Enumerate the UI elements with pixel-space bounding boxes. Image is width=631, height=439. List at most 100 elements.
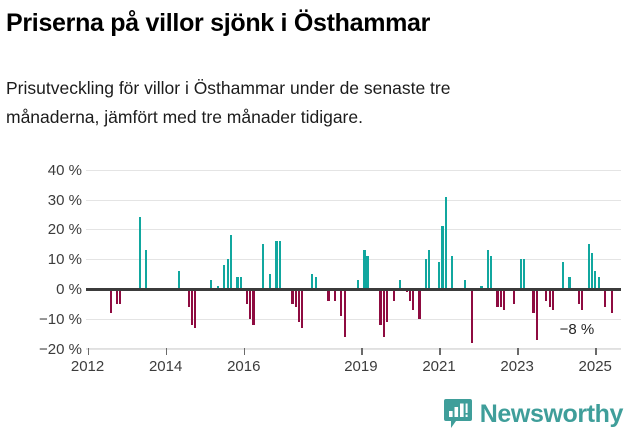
bar xyxy=(236,277,239,289)
bar xyxy=(578,289,581,304)
bar xyxy=(138,217,141,289)
bar xyxy=(334,289,337,301)
bar xyxy=(177,271,181,289)
x-axis-tick xyxy=(243,348,246,355)
bar-chart: 40 % 30 % 20 % 10 % 0 % −10 % −20 % 2012 2014 20… xyxy=(0,155,631,385)
y-axis-tick-label: −10 % xyxy=(39,310,82,328)
bar xyxy=(535,289,538,340)
bar xyxy=(187,289,190,307)
bar xyxy=(412,289,415,310)
x-axis-tick xyxy=(87,348,90,355)
y-axis-tick-label: 30 % xyxy=(47,191,82,209)
bar xyxy=(597,277,600,289)
bar xyxy=(226,259,229,289)
bar xyxy=(532,289,535,313)
x-axis-tick-label: 2014 xyxy=(148,358,183,375)
zero-axis-line xyxy=(86,288,621,291)
page-title: Priserna på villor sjönk i Östhammar xyxy=(6,9,431,37)
gridline xyxy=(86,348,621,350)
x-axis-tick-label: 2025 xyxy=(578,358,612,375)
bar xyxy=(548,289,551,307)
bar xyxy=(591,253,594,289)
bar xyxy=(382,289,386,337)
bar xyxy=(301,289,304,328)
bar xyxy=(229,235,232,289)
bar xyxy=(119,289,122,304)
bar xyxy=(480,286,483,289)
bar xyxy=(252,289,255,325)
bar xyxy=(464,280,467,289)
bar xyxy=(385,289,389,322)
bar xyxy=(363,250,366,289)
bar xyxy=(581,289,584,310)
bar xyxy=(437,262,441,289)
y-axis-tick-label: 20 % xyxy=(47,221,82,239)
bar xyxy=(545,289,548,301)
bar xyxy=(291,289,294,304)
x-axis-tick-label: 2019 xyxy=(344,358,378,375)
bar xyxy=(239,277,242,289)
bar xyxy=(210,280,213,289)
bar xyxy=(262,244,265,289)
bar xyxy=(314,277,317,289)
x-axis-tick-label: 2012 xyxy=(70,358,105,375)
bar xyxy=(311,274,314,289)
bar xyxy=(441,226,444,289)
bar xyxy=(223,265,226,289)
x-axis-tick xyxy=(595,348,597,355)
x-axis-tick xyxy=(360,348,363,355)
x-axis-tick xyxy=(165,348,168,355)
subtitle-line-1: Prisutveckling för villor i Östhammar un… xyxy=(6,78,451,98)
bar xyxy=(425,259,428,289)
y-axis-tick-label: 0 % xyxy=(56,281,82,298)
y-axis-tick-label: 40 % xyxy=(47,161,82,179)
bar xyxy=(451,256,454,289)
bar-chart-speech-bubble-icon xyxy=(443,399,472,429)
bar xyxy=(444,196,447,289)
x-axis-tick-label: 2016 xyxy=(227,358,261,375)
last-value-annotation: −8 % xyxy=(559,320,595,338)
bar xyxy=(109,289,112,313)
bar xyxy=(268,274,272,289)
bar xyxy=(278,241,281,289)
y-axis-tick-label: 10 % xyxy=(47,251,82,269)
bar xyxy=(327,289,330,301)
bar xyxy=(603,289,607,307)
bar xyxy=(190,289,193,325)
bar xyxy=(356,280,359,289)
bar xyxy=(496,289,499,307)
bar xyxy=(486,250,489,289)
bar xyxy=(418,289,421,319)
bar xyxy=(512,289,516,304)
bar xyxy=(145,250,148,289)
brand-name: Newsworthy xyxy=(479,400,624,428)
x-axis-line xyxy=(86,348,621,349)
gridline xyxy=(86,318,621,320)
bar xyxy=(343,289,346,337)
bar xyxy=(551,289,555,310)
bar xyxy=(392,289,395,301)
bar xyxy=(561,262,564,289)
bar xyxy=(379,289,382,325)
x-axis-tick-label: 2023 xyxy=(500,358,534,375)
bar xyxy=(587,244,591,289)
bar xyxy=(568,277,571,289)
bar xyxy=(470,289,473,343)
x-axis-tick xyxy=(439,348,441,355)
bar xyxy=(246,289,249,304)
bar xyxy=(275,241,278,289)
bar xyxy=(216,286,220,289)
bar xyxy=(366,256,369,289)
bar xyxy=(193,289,197,328)
page-subtitle: Prisutveckling för villor i Östhammar un… xyxy=(6,74,631,132)
bar xyxy=(294,289,298,307)
bar xyxy=(398,280,402,289)
x-axis-tick xyxy=(517,348,519,355)
gridline xyxy=(86,229,621,231)
bar xyxy=(594,271,597,289)
bar xyxy=(428,250,431,289)
bar xyxy=(408,289,411,301)
bar-series xyxy=(86,155,621,355)
bar xyxy=(249,289,252,319)
